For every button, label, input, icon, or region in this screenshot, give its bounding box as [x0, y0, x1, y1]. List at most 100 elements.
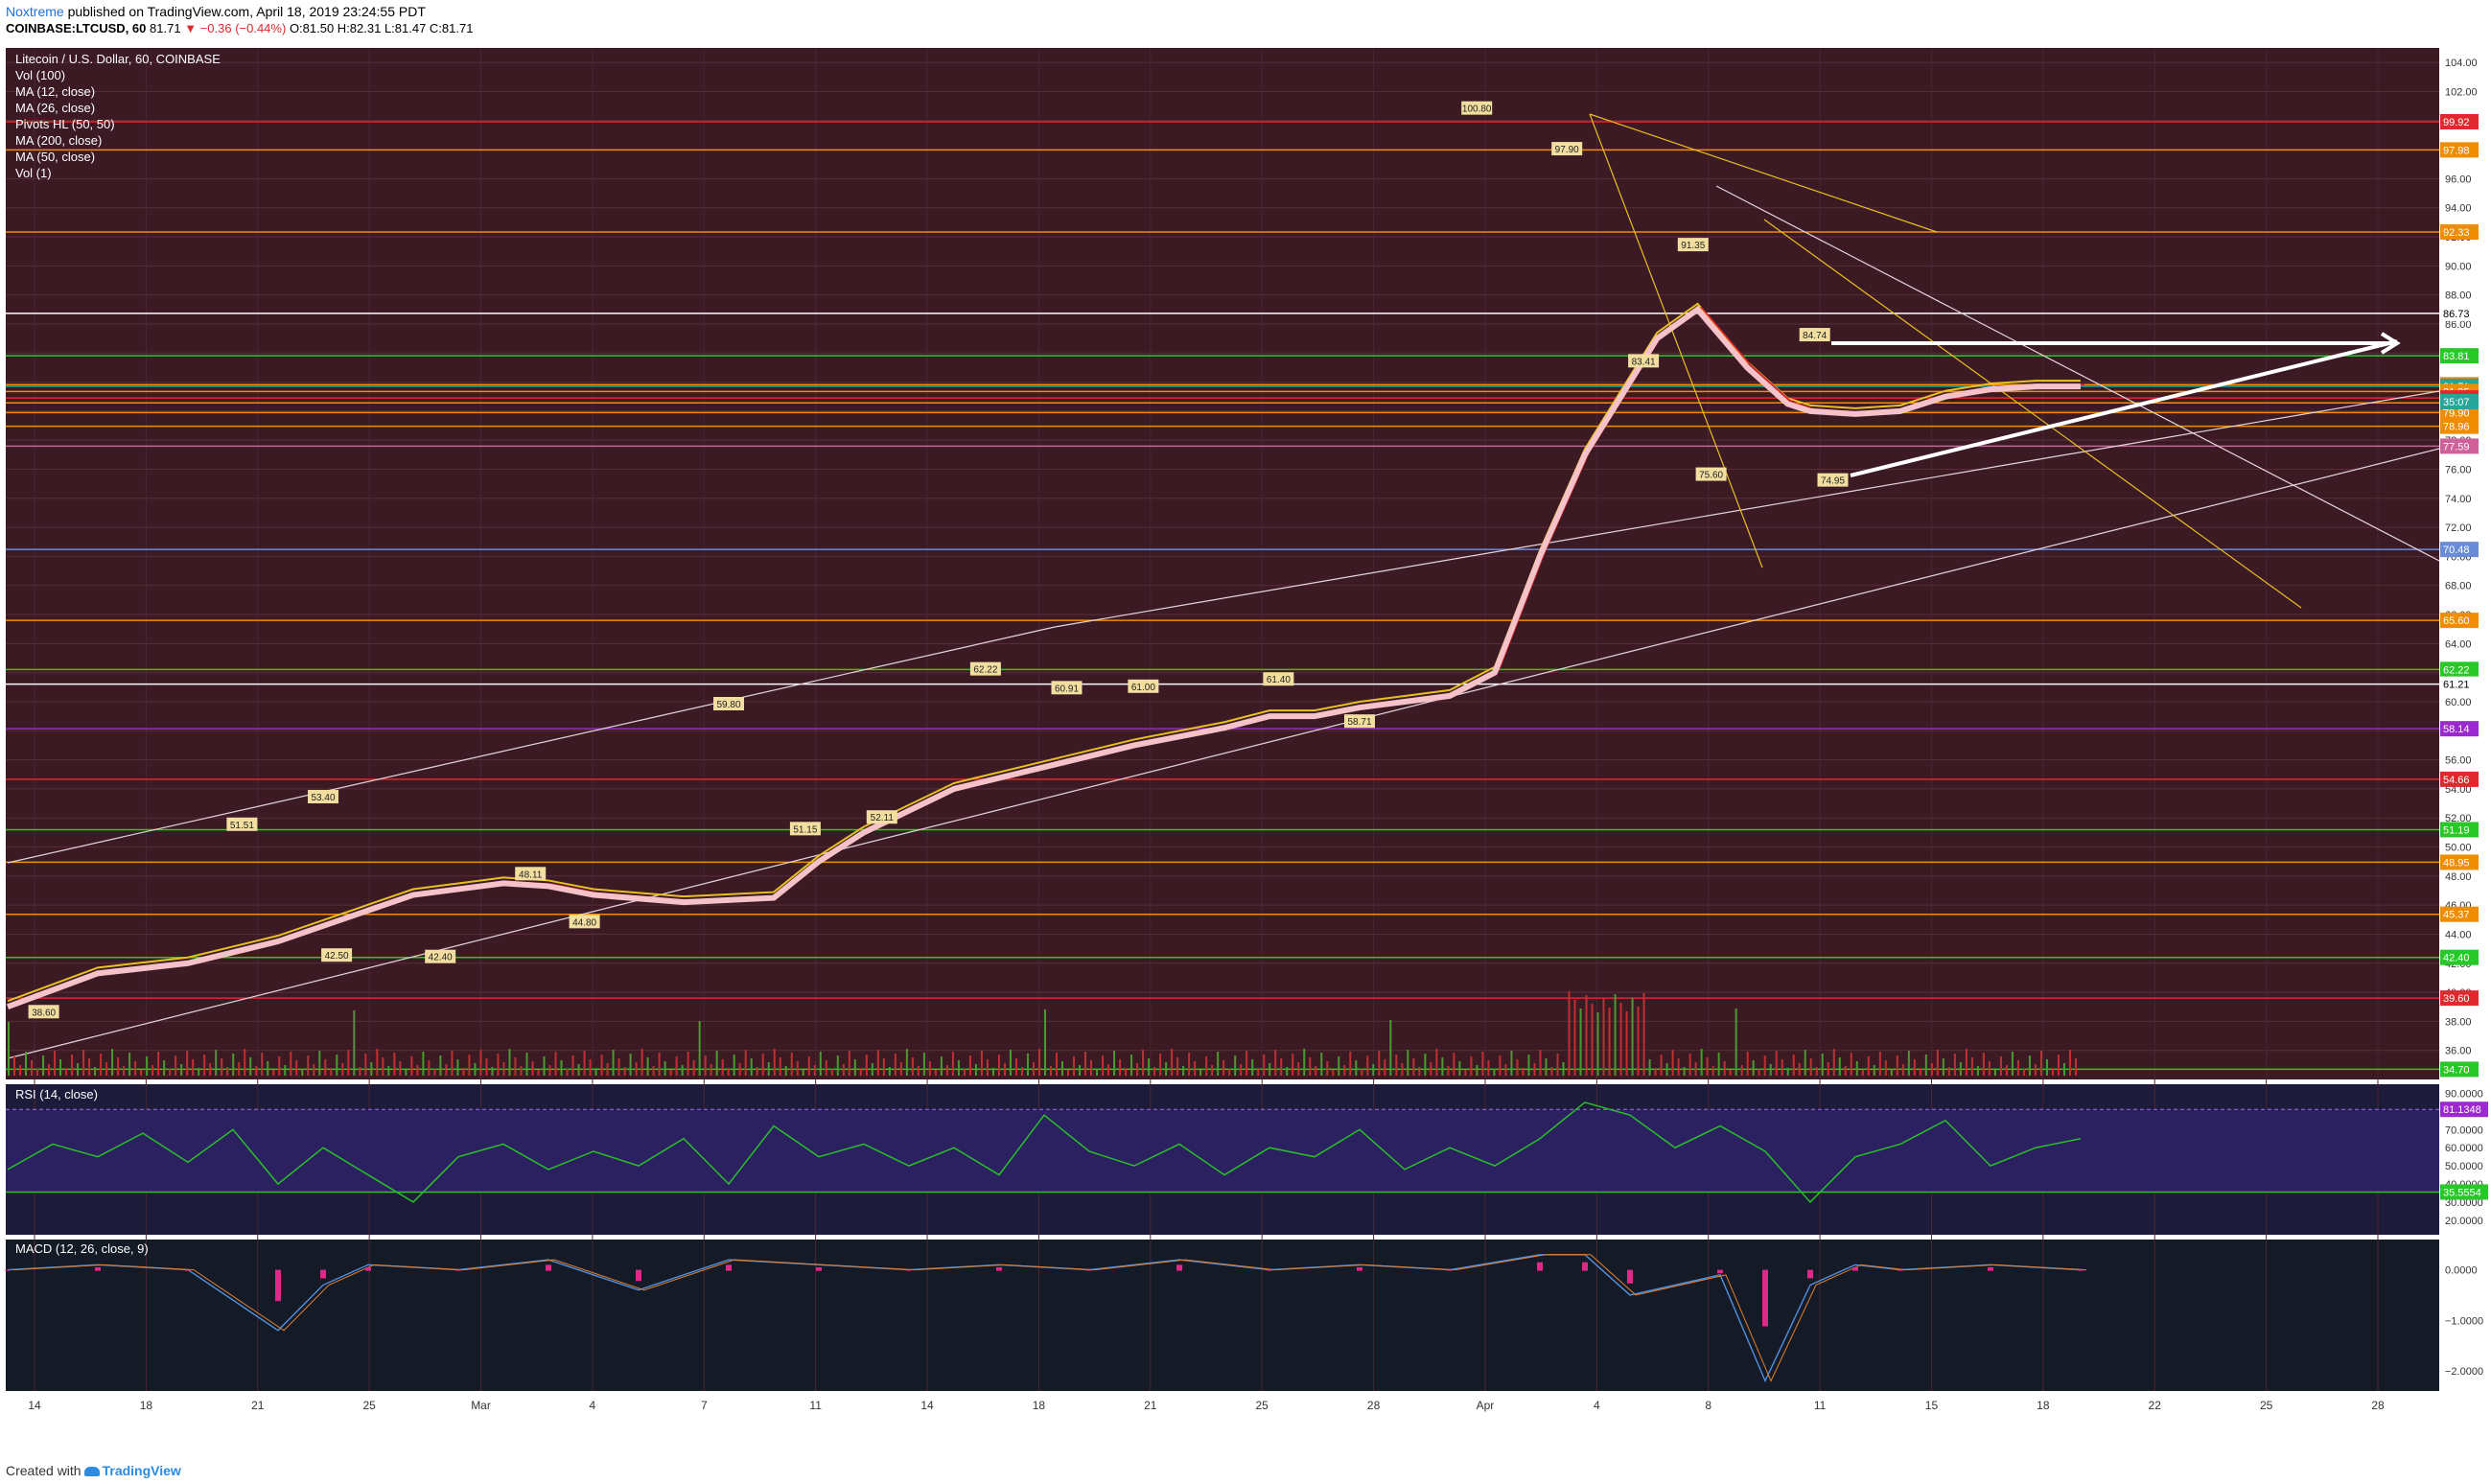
- level-badge-label: 61.21: [2443, 680, 2470, 691]
- y-tick-label: 94.00: [2445, 203, 2472, 215]
- x-tick-label: 25: [2260, 1399, 2273, 1412]
- volume-bar: [1297, 1062, 1300, 1076]
- volume-bar: [290, 1052, 292, 1076]
- x-tick-label: 21: [1144, 1399, 1157, 1412]
- volume-bar: [94, 1067, 97, 1076]
- indicator-label: MA (50, close): [15, 150, 95, 164]
- volume-bar: [1194, 1061, 1197, 1076]
- volume-bar: [1539, 1050, 1542, 1076]
- volume-bar: [606, 1063, 609, 1076]
- volume-bar: [871, 1063, 873, 1076]
- horizontal-levels: [6, 121, 2439, 1071]
- y-tick-label: 96.00: [2445, 174, 2472, 185]
- volume-bar: [1591, 1004, 1594, 1076]
- trend-lines: [7, 113, 2440, 1059]
- level-badge-label: 99.92: [2443, 117, 2470, 128]
- volume-bar: [111, 1049, 114, 1076]
- volume-bar: [1130, 1055, 1133, 1076]
- price-axis[interactable]: [2439, 42, 2491, 1455]
- published-text: published on TradingView.com, April 18, …: [67, 4, 426, 19]
- volume-bar: [1556, 1054, 1559, 1076]
- indicator-label: Vol (1): [15, 166, 52, 180]
- volume-bar: [1919, 1068, 1921, 1076]
- macd-histogram-bar: [5, 1269, 11, 1271]
- pivot-badge: [569, 915, 600, 929]
- volume-bar: [1102, 1055, 1105, 1076]
- pivot-labels: 38.60 51.51 53.40 42.50 42.40 48.11 44.80 59.80…: [28, 101, 1849, 1019]
- chart-header: Noxtreme published on TradingView.com, A…: [0, 0, 2491, 48]
- volume-bar: [1550, 1067, 1553, 1076]
- volume-bar: [784, 1066, 787, 1076]
- macd-histogram-bar: [1852, 1266, 1858, 1271]
- volume-bar: [2039, 1051, 2042, 1076]
- volume-bar: [1349, 1052, 1352, 1076]
- pivot-label: 48.11: [519, 870, 543, 880]
- macd-histogram-bar: [1988, 1266, 1993, 1271]
- publisher-name[interactable]: Noxtreme: [6, 4, 64, 19]
- symbol-label: COINBASE:LTCUSD, 60: [6, 21, 147, 35]
- y-tick-label: 86.00: [2445, 319, 2472, 331]
- macd-histogram-bar: [185, 1269, 191, 1271]
- level-badge: [2440, 771, 2479, 787]
- volume-bar: [1188, 1053, 1191, 1076]
- volume-bar: [917, 1066, 920, 1076]
- volume-bar: [267, 1061, 269, 1076]
- volume-bar: [1602, 999, 1605, 1076]
- volume-bar: [393, 1053, 396, 1076]
- volume-bar: [1614, 994, 1617, 1076]
- pivot-badge: [1695, 467, 1727, 481]
- volume-bar: [1562, 1062, 1565, 1076]
- tradingview-link[interactable]: TradingView: [102, 1463, 181, 1478]
- symbol-info: COINBASE:LTCUSD, 60 81.71 ▼ −0.36 (−0.44…: [6, 21, 473, 35]
- volume-bar: [1999, 1056, 2002, 1076]
- volume-bar: [1269, 1063, 1271, 1076]
- volume-bar: [813, 1065, 816, 1076]
- macd-signal-line: [12, 1254, 2087, 1382]
- volume-bar: [1965, 1049, 1967, 1076]
- volume-bar: [733, 1055, 735, 1076]
- macd-histogram-bar: [365, 1266, 371, 1271]
- level-badge-label: 34.70: [2443, 1064, 2470, 1076]
- chart-footer: Created with TradingView: [0, 1455, 2491, 1484]
- volume-bar: [462, 1068, 465, 1076]
- volume-bar: [347, 1050, 350, 1076]
- indicator-label: MA (12, close): [15, 84, 95, 99]
- level-badge: [2440, 1061, 2479, 1078]
- volume-bar: [249, 1057, 252, 1076]
- volume-bar: [1176, 1057, 1179, 1076]
- volume-bar: [1153, 1067, 1156, 1076]
- rsi-title: RSI (14, close): [15, 1087, 98, 1101]
- pivot-label: 38.60: [32, 1008, 56, 1018]
- level-badge: [2440, 661, 2479, 678]
- y-tick-label: 102.00: [2445, 86, 2478, 98]
- pivot-badge: [789, 822, 821, 836]
- volume-bar: [1694, 1062, 1697, 1076]
- macd-histogram-bar: [816, 1266, 822, 1271]
- level-badge-label: 48.95: [2443, 857, 2470, 869]
- volume-bar: [1723, 1061, 1726, 1076]
- volume-bar: [779, 1057, 781, 1076]
- volume-bar: [1222, 1060, 1225, 1076]
- projection-line-a: [1589, 113, 1763, 568]
- volume-bar: [1430, 1062, 1432, 1076]
- volume-bar: [1608, 1008, 1611, 1076]
- volume-bar: [497, 1054, 500, 1076]
- volume-bar: [848, 1051, 850, 1076]
- trading-chart[interactable]: 38.60 51.51 53.40 42.50 42.40 48.11 44.80 59.80…: [0, 42, 2491, 1455]
- pivot-badge: [969, 661, 1001, 676]
- volume-bar: [1326, 1061, 1329, 1076]
- x-tick-label: 18: [140, 1399, 153, 1412]
- pivot-label: 60.91: [1055, 684, 1079, 694]
- volume-bar: [617, 1058, 620, 1076]
- level-badge-label: 45.37: [2443, 910, 2470, 921]
- macd-histogram-bar: [1176, 1264, 1182, 1271]
- volume-bar: [727, 1068, 730, 1076]
- channel-upper-extension: [1054, 390, 2440, 628]
- volume-bar: [422, 1052, 425, 1076]
- created-with-text: Created with: [6, 1463, 81, 1478]
- down-arrow-icon: ▼: [184, 21, 198, 35]
- support-arrow-line: [1850, 339, 2398, 477]
- volume-bar: [1067, 1070, 1070, 1076]
- volume-bar: [1510, 1051, 1513, 1076]
- volume-bar: [1372, 1064, 1375, 1076]
